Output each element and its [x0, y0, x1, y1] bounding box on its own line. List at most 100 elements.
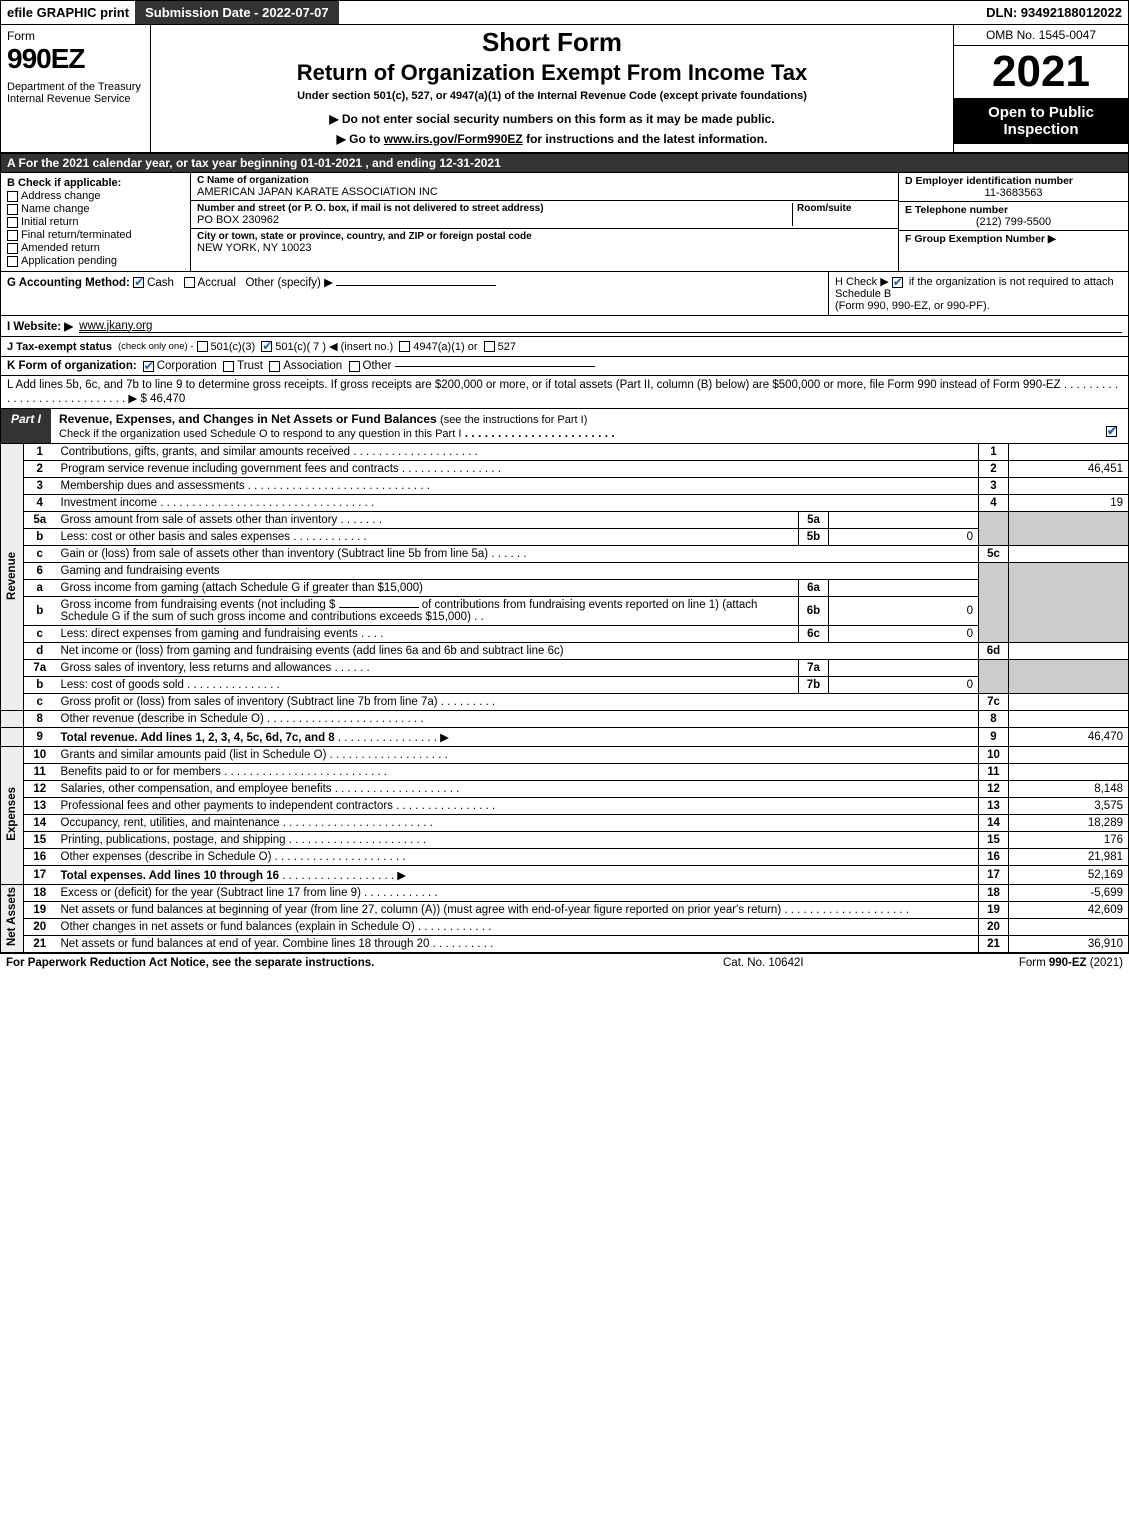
checkbox-501c3[interactable] — [197, 341, 208, 352]
sub-val — [829, 512, 979, 529]
desc: Net assets or fund balances at beginning… — [56, 902, 979, 919]
checkbox-cash[interactable] — [133, 277, 144, 288]
grp-label: F Group Exemption Number ▶ — [905, 233, 1122, 245]
checkbox-4947[interactable] — [399, 341, 410, 352]
page-footer: For Paperwork Reduction Act Notice, see … — [0, 953, 1129, 972]
line-9: 9 Total revenue. Add lines 1, 2, 3, 4, 5… — [1, 728, 1129, 747]
org-name-cell: C Name of organization AMERICAN JAPAN KA… — [191, 173, 898, 201]
desc: Less: cost of goods sold . . . . . . . .… — [56, 677, 799, 694]
desc: Other changes in net assets or fund bala… — [56, 919, 979, 936]
tel-label: E Telephone number — [905, 204, 1122, 216]
checkbox-assoc[interactable] — [269, 361, 280, 372]
checkbox-corp[interactable] — [143, 361, 154, 372]
line-10: Expenses 10 Grants and similar amounts p… — [1, 747, 1129, 764]
info-block: B Check if applicable: Address change Na… — [0, 173, 1129, 272]
desc: Grants and similar amounts paid (list in… — [56, 747, 979, 764]
j-label: J Tax-exempt status — [7, 341, 112, 353]
section-b-title: B Check if applicable: — [7, 177, 184, 189]
form-word: Form — [7, 29, 144, 43]
desc: Contributions, gifts, grants, and simila… — [56, 444, 979, 461]
opt-trust: Trust — [237, 360, 263, 372]
expenses-side-label: Expenses — [1, 747, 24, 885]
ln: 1 — [24, 444, 56, 461]
checkbox-trust[interactable] — [223, 361, 234, 372]
line-6d: d Net income or (loss) from gaming and f… — [1, 643, 1129, 660]
row-j: J Tax-exempt status (check only one) - 5… — [0, 337, 1129, 357]
box-val: 42,609 — [1009, 902, 1129, 919]
line-6b: b Gross income from fundraising events (… — [1, 597, 1129, 626]
checkbox-527[interactable] — [484, 341, 495, 352]
shade — [979, 563, 1009, 643]
sub-ln: 6c — [799, 626, 829, 643]
desc: Other expenses (describe in Schedule O) … — [56, 849, 979, 866]
short-form-title: Short Form — [159, 27, 945, 58]
box-ln: 19 — [979, 902, 1009, 919]
desc: Less: cost or other basis and sales expe… — [56, 529, 799, 546]
g-label: G Accounting Method: — [7, 277, 130, 289]
sub-ln: 7b — [799, 677, 829, 694]
line-13: 13 Professional fees and other payments … — [1, 798, 1129, 815]
desc: Other revenue (describe in Schedule O) .… — [56, 711, 979, 728]
grp-cell: F Group Exemption Number ▶ — [899, 231, 1128, 271]
opt-assoc: Association — [283, 360, 342, 372]
box-ln: 1 — [979, 444, 1009, 461]
checkbox-h[interactable] — [892, 277, 903, 288]
header-bar: efile GRAPHIC print Submission Date - 20… — [0, 0, 1129, 25]
checkbox-application-pending[interactable]: Application pending — [7, 255, 184, 267]
box-ln: 13 — [979, 798, 1009, 815]
cb-label: Initial return — [21, 216, 78, 228]
opt-527: 527 — [498, 341, 516, 353]
ln: d — [24, 643, 56, 660]
line-3: 3 Membership dues and assessments . . . … — [1, 478, 1129, 495]
ln: 16 — [24, 849, 56, 866]
checkbox-other-org[interactable] — [349, 361, 360, 372]
box-val — [1009, 444, 1129, 461]
box-val: 46,451 — [1009, 461, 1129, 478]
checkbox-accrual[interactable] — [184, 277, 195, 288]
shade — [1009, 512, 1129, 546]
6b-amount-input[interactable] — [339, 607, 419, 608]
sub-val — [829, 580, 979, 597]
other-specify-input[interactable] — [336, 285, 496, 286]
box-ln: 6d — [979, 643, 1009, 660]
desc: Excess or (deficit) for the year (Subtra… — [56, 885, 979, 902]
6b-pre: Gross income from fundraising events (no… — [61, 599, 336, 611]
box-val — [1009, 764, 1129, 781]
checkbox-address-change[interactable]: Address change — [7, 190, 184, 202]
opt-corp: Corporation — [157, 360, 217, 372]
line-5b: b Less: cost or other basis and sales ex… — [1, 529, 1129, 546]
irs-link[interactable]: www.irs.gov/Form990EZ — [384, 132, 523, 146]
other-label: Other (specify) ▶ — [245, 277, 332, 289]
desc: Gaming and fundraising events — [56, 563, 979, 580]
box-val — [1009, 747, 1129, 764]
desc: Printing, publications, postage, and shi… — [56, 832, 979, 849]
ln: 19 — [24, 902, 56, 919]
checkbox-schedule-o[interactable] — [1106, 426, 1117, 437]
j-sub: (check only one) - — [118, 341, 194, 352]
department-label: Department of the Treasury Internal Reve… — [7, 81, 144, 105]
shade — [979, 512, 1009, 546]
ln: 15 — [24, 832, 56, 849]
other-org-input[interactable] — [395, 366, 595, 367]
sub-val: 0 — [829, 626, 979, 643]
checkbox-final-return[interactable]: Final return/terminated — [7, 229, 184, 241]
ln: 2 — [24, 461, 56, 478]
checkbox-initial-return[interactable]: Initial return — [7, 216, 184, 228]
box-ln: 4 — [979, 495, 1009, 512]
checkbox-name-change[interactable]: Name change — [7, 203, 184, 215]
line-1: Revenue 1 Contributions, gifts, grants, … — [1, 444, 1129, 461]
ein-value: 11-3683563 — [905, 187, 1122, 199]
box-val: 18,289 — [1009, 815, 1129, 832]
i-label: I Website: ▶ — [7, 319, 73, 333]
cb-label: Final return/terminated — [21, 229, 132, 241]
checkbox-501c[interactable] — [261, 341, 272, 352]
form-meta-block: OMB No. 1545-0047 2021 Open to Public In… — [953, 25, 1128, 152]
checkbox-amended-return[interactable]: Amended return — [7, 242, 184, 254]
submission-date-button[interactable]: Submission Date - 2022-07-07 — [135, 1, 339, 24]
row-g: G Accounting Method: Cash Accrual Other … — [1, 272, 828, 315]
website-link[interactable]: www.jkany.org — [79, 320, 1122, 333]
sub-val: 0 — [829, 529, 979, 546]
opt-4947: 4947(a)(1) or — [413, 341, 477, 353]
org-name-label: C Name of organization — [197, 175, 892, 186]
part1-tag: Part I — [1, 409, 51, 443]
